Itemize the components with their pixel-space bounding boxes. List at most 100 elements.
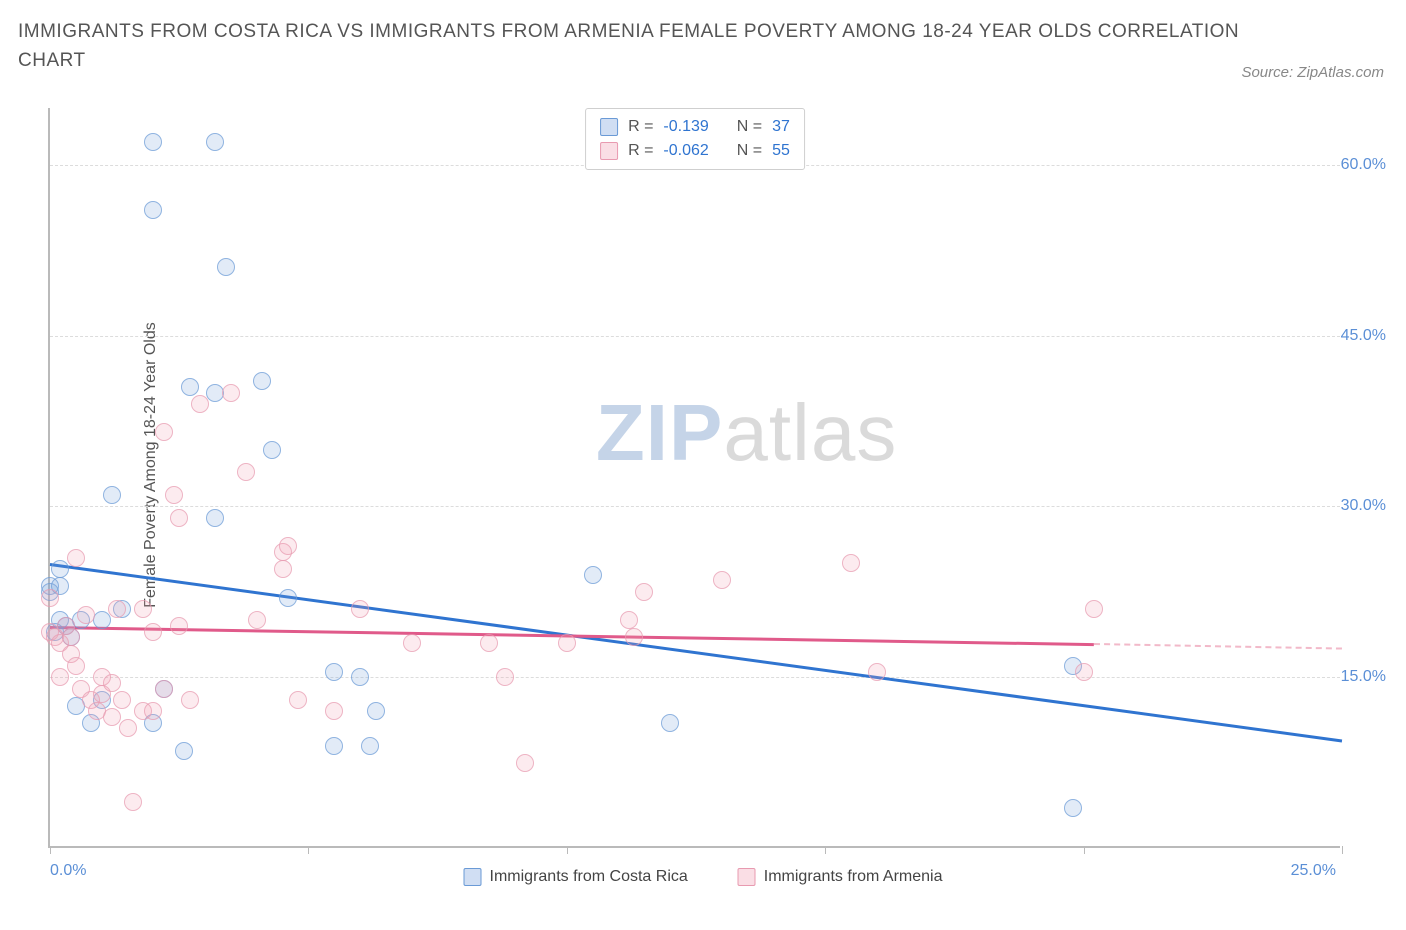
- data-point-b: [165, 486, 183, 504]
- data-point-b: [558, 634, 576, 652]
- data-point-b: [170, 509, 188, 527]
- data-point-b: [480, 634, 498, 652]
- data-point-b: [62, 628, 80, 646]
- y-tick-label: 30.0%: [1341, 497, 1386, 515]
- x-tick: [50, 846, 51, 854]
- x-tick: [308, 846, 309, 854]
- data-point-a: [217, 258, 235, 276]
- x-tick: [1084, 846, 1085, 854]
- data-point-b: [868, 663, 886, 681]
- data-point-b: [625, 628, 643, 646]
- legend-swatch-icon: [464, 868, 482, 886]
- data-point-b: [41, 589, 59, 607]
- legend-item: Immigrants from Costa Rica: [464, 868, 688, 886]
- data-point-b: [170, 617, 188, 635]
- r-value: -0.062: [663, 139, 708, 163]
- data-point-a: [263, 441, 281, 459]
- data-point-b: [635, 583, 653, 601]
- legend-stats-row: R = -0.139 N = 37: [600, 115, 790, 139]
- data-point-b: [1075, 663, 1093, 681]
- data-point-b: [325, 702, 343, 720]
- data-point-a: [144, 201, 162, 219]
- data-point-b: [144, 702, 162, 720]
- legend-swatch-icon: [600, 118, 618, 136]
- watermark-zip: ZIP: [596, 388, 723, 477]
- y-tick-label: 15.0%: [1341, 668, 1386, 686]
- data-point-a: [584, 566, 602, 584]
- legend-stats-row: R =-0.062N =55: [600, 139, 790, 163]
- plot-area: ZIPatlas R = -0.139 N = 37R = -0.062 N = 55: [48, 108, 1340, 848]
- data-point-a: [1064, 799, 1082, 817]
- data-point-a: [144, 133, 162, 151]
- x-tick: [825, 846, 826, 854]
- data-point-b: [403, 634, 421, 652]
- data-point-b: [289, 691, 307, 709]
- data-point-b: [113, 691, 131, 709]
- data-point-b: [496, 668, 514, 686]
- data-point-b: [144, 623, 162, 641]
- trendline-dash-b: [1094, 643, 1342, 650]
- data-point-b: [620, 611, 638, 629]
- trendline-a: [50, 563, 1342, 742]
- legend-stats-box: R = -0.139 N = 37R = -0.062 N = 55: [585, 108, 805, 170]
- data-point-b: [155, 680, 173, 698]
- data-point-a: [175, 742, 193, 760]
- data-point-b: [119, 719, 137, 737]
- data-point-b: [181, 691, 199, 709]
- data-point-b: [67, 657, 85, 675]
- data-point-a: [181, 378, 199, 396]
- data-point-b: [351, 600, 369, 618]
- x-tick-max: 25.0%: [1291, 862, 1336, 880]
- data-point-b: [842, 554, 860, 572]
- legend-series-name: Immigrants from Costa Rica: [490, 868, 688, 886]
- data-point-b: [103, 674, 121, 692]
- data-point-a: [661, 714, 679, 732]
- data-point-b: [237, 463, 255, 481]
- data-point-b: [274, 560, 292, 578]
- data-point-b: [155, 423, 173, 441]
- gridline: [50, 506, 1340, 507]
- data-point-b: [516, 754, 534, 772]
- legend-series-name: Immigrants from Armenia: [764, 868, 943, 886]
- source-label: Source: ZipAtlas.com: [1241, 64, 1384, 81]
- data-point-a: [206, 133, 224, 151]
- data-point-b: [191, 395, 209, 413]
- data-point-b: [713, 571, 731, 589]
- data-point-b: [134, 600, 152, 618]
- data-point-b: [77, 606, 95, 624]
- n-label: N =: [737, 139, 762, 163]
- r-value: -0.139: [663, 115, 708, 139]
- watermark-atlas: atlas: [723, 388, 897, 477]
- gridline: [50, 336, 1340, 337]
- data-point-b: [108, 600, 126, 618]
- data-point-a: [279, 589, 297, 607]
- data-point-b: [1085, 600, 1103, 618]
- data-point-b: [124, 793, 142, 811]
- watermark: ZIPatlas: [596, 387, 897, 479]
- data-point-b: [51, 668, 69, 686]
- chart-title: IMMIGRANTS FROM COSTA RICA VS IMMIGRANTS…: [18, 18, 1276, 75]
- data-point-a: [206, 509, 224, 527]
- data-point-b: [279, 537, 297, 555]
- y-tick-label: 60.0%: [1341, 156, 1386, 174]
- data-point-a: [361, 737, 379, 755]
- data-point-b: [222, 384, 240, 402]
- data-point-a: [51, 560, 69, 578]
- n-label: N =: [737, 115, 762, 139]
- data-point-a: [351, 668, 369, 686]
- bottom-legend: Immigrants from Costa Rica Immigrants fro…: [464, 868, 943, 886]
- data-point-a: [367, 702, 385, 720]
- data-point-a: [325, 737, 343, 755]
- r-label: R =: [628, 115, 653, 139]
- legend-item: Immigrants from Armenia: [738, 868, 943, 886]
- data-point-a: [325, 663, 343, 681]
- data-point-b: [248, 611, 266, 629]
- legend-swatch-icon: [600, 142, 618, 160]
- x-tick: [567, 846, 568, 854]
- n-value: 37: [772, 115, 790, 139]
- data-point-b: [103, 708, 121, 726]
- n-value: 55: [772, 139, 790, 163]
- x-tick-min: 0.0%: [50, 862, 86, 880]
- data-point-a: [253, 372, 271, 390]
- x-tick: [1342, 846, 1343, 854]
